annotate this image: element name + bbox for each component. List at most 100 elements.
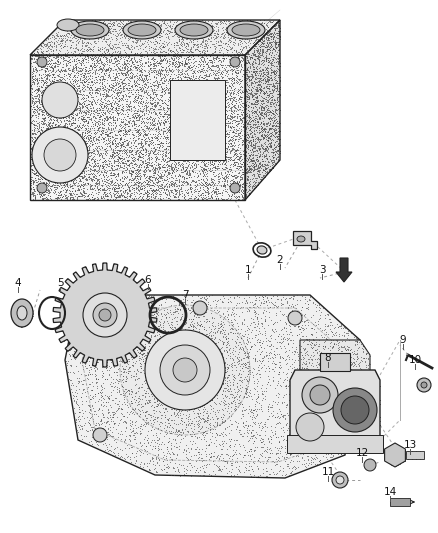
Point (42, 74, 49, 82)
Point (42, 136, 49, 144)
Point (173, 400, 180, 408)
Point (194, 347, 201, 356)
Point (276, 91, 283, 100)
Point (228, 185, 235, 193)
Point (253, 111, 260, 120)
Point (89, 345, 96, 353)
Point (372, 426, 379, 434)
Point (169, 351, 176, 360)
Point (351, 340, 358, 348)
Point (226, 371, 233, 379)
Point (312, 408, 319, 416)
Point (312, 303, 319, 312)
Point (208, 116, 215, 124)
Point (162, 38, 170, 46)
Point (290, 391, 297, 400)
Point (196, 98, 203, 106)
Point (304, 388, 311, 397)
Point (71, 330, 78, 339)
Point (25, 313, 32, 321)
Point (191, 391, 198, 400)
Point (91, 139, 98, 148)
Point (46, 192, 53, 200)
Point (33, 47, 40, 56)
Point (99, 184, 106, 193)
Point (33, 176, 40, 184)
Point (298, 378, 305, 387)
Point (273, 66, 280, 74)
Point (191, 376, 198, 384)
Point (169, 352, 176, 361)
Point (158, 417, 165, 426)
Point (145, 61, 152, 69)
Point (129, 159, 136, 167)
Point (43, 160, 50, 169)
Point (198, 82, 205, 90)
Point (174, 41, 181, 50)
Point (352, 415, 359, 424)
Point (344, 398, 351, 407)
Point (187, 465, 194, 474)
Point (157, 354, 164, 362)
Point (215, 76, 222, 85)
Point (152, 110, 159, 119)
Point (326, 315, 333, 324)
Point (252, 446, 259, 454)
Point (191, 410, 198, 419)
Point (141, 83, 148, 91)
Point (136, 430, 143, 438)
Point (249, 68, 256, 76)
Point (261, 124, 268, 132)
Point (17, 303, 24, 312)
Point (202, 378, 209, 387)
Point (209, 415, 216, 423)
Point (51, 130, 58, 139)
Point (47, 114, 54, 122)
Point (152, 386, 159, 395)
Point (128, 71, 135, 79)
Point (305, 384, 312, 392)
Point (207, 50, 214, 59)
Point (92, 85, 99, 94)
Point (101, 190, 108, 198)
Point (246, 88, 253, 97)
Point (108, 388, 115, 397)
Point (353, 410, 360, 418)
Point (135, 114, 142, 122)
Point (98, 30, 105, 38)
Point (113, 131, 120, 139)
Point (312, 418, 319, 427)
Point (337, 448, 344, 456)
Point (166, 322, 173, 331)
Point (185, 95, 192, 104)
Point (170, 328, 177, 337)
Point (163, 196, 170, 204)
Point (119, 82, 126, 90)
Point (28, 90, 35, 98)
Point (336, 399, 343, 408)
Point (167, 362, 174, 370)
Point (344, 426, 351, 435)
Point (110, 87, 117, 95)
Point (84, 37, 91, 46)
Point (367, 435, 374, 443)
Point (76, 276, 83, 284)
Point (130, 301, 137, 309)
Point (145, 127, 152, 135)
Point (37, 105, 44, 114)
Point (150, 306, 157, 314)
Point (210, 84, 217, 93)
Point (115, 293, 122, 302)
Point (114, 53, 121, 61)
Point (176, 50, 183, 58)
Point (191, 370, 198, 378)
Point (173, 358, 180, 367)
Point (103, 132, 110, 141)
Point (166, 386, 173, 394)
Point (187, 107, 194, 116)
Point (252, 50, 259, 59)
Point (219, 320, 226, 328)
Point (335, 382, 342, 391)
Point (264, 114, 271, 123)
Point (308, 440, 315, 449)
